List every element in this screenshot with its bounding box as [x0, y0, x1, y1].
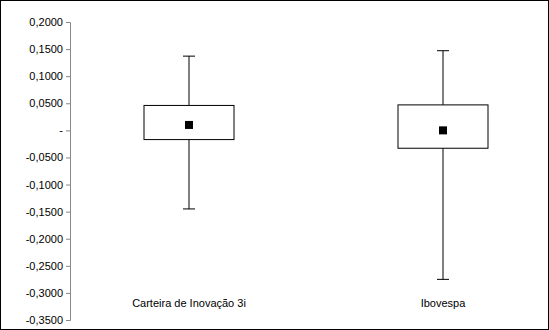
- y-tick: 0,0500: [29, 97, 70, 109]
- y-tick: -: [59, 124, 70, 136]
- y-tick-label: -0,1000: [26, 179, 63, 191]
- y-tick-label: -: [59, 124, 63, 136]
- mean-marker: [439, 126, 447, 134]
- y-tick: 0,1500: [29, 43, 70, 55]
- y-tick-mark: [66, 76, 70, 77]
- chart: 0,2000 0,1500 0,1000 0,0500 - -0,0500 -0,1000 -…: [0, 0, 549, 330]
- y-tick-label: -0,0500: [26, 151, 63, 163]
- y-tick-mark: [66, 212, 70, 213]
- y-tick-label: -0,2500: [26, 260, 63, 272]
- y-axis-line: [66, 23, 71, 321]
- upper-whisker: [189, 56, 190, 105]
- y-tick-label: 0,0500: [29, 97, 63, 109]
- lower-cap: [183, 208, 195, 209]
- box-group: [144, 56, 234, 209]
- box-group: [398, 51, 488, 280]
- frame: [1, 1, 549, 330]
- boxes: [144, 51, 488, 280]
- y-tick: -0,1500: [26, 206, 70, 218]
- upper-whisker: [443, 51, 444, 105]
- category-label: Carteira de Inovação 3i: [132, 297, 246, 309]
- y-tick-mark: [66, 185, 70, 186]
- y-tick-label: -0,2000: [26, 233, 63, 245]
- upper-cap: [437, 50, 449, 51]
- y-tick-mark: [66, 320, 70, 321]
- y-tick-mark: [66, 130, 70, 131]
- y-tick-label: 0,1000: [29, 70, 63, 82]
- y-tick-mark: [66, 266, 70, 267]
- category-label: Ibovespa: [421, 297, 467, 309]
- box: [144, 105, 234, 139]
- y-tick: 0,1000: [29, 70, 70, 82]
- lower-whisker: [443, 148, 444, 279]
- y-tick: -0,2500: [26, 260, 70, 272]
- y-tick: -0,0500: [26, 151, 70, 163]
- y-tick-mark: [66, 239, 70, 240]
- y-tick-label: 0,2000: [29, 16, 63, 28]
- y-tick-mark: [66, 157, 70, 158]
- y-tick-label: -0,3500: [26, 314, 63, 326]
- box: [398, 105, 488, 148]
- y-tick: 0,2000: [29, 16, 70, 28]
- y-axis: 0,2000 0,1500 0,1000 0,0500 - -0,0500 -0,1000 -…: [26, 16, 71, 326]
- y-tick-mark: [66, 293, 70, 294]
- upper-cap: [183, 56, 195, 57]
- y-tick-label: 0,1500: [29, 43, 63, 55]
- lower-whisker: [189, 140, 190, 209]
- y-tick: -0,1000: [26, 179, 70, 191]
- y-tick-mark: [66, 103, 70, 104]
- y-tick-mark: [66, 49, 70, 50]
- y-tick-mark: [66, 22, 70, 23]
- mean-marker: [185, 121, 193, 129]
- y-tick-label: -0,3000: [26, 287, 63, 299]
- y-tick: -0,2000: [26, 233, 70, 245]
- y-tick-label: -0,1500: [26, 206, 63, 218]
- x-labels: Carteira de Inovação 3i Ibovespa: [132, 297, 466, 309]
- y-tick: -0,3500: [26, 314, 70, 326]
- lower-cap: [437, 279, 449, 280]
- y-tick: -0,3000: [26, 287, 70, 299]
